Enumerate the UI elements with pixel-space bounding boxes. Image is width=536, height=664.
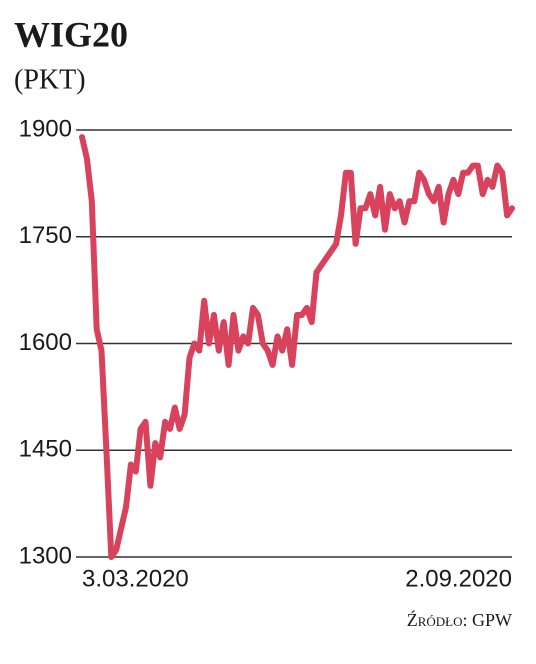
source: Źródło: GPW (407, 609, 512, 630)
chart-subtitle: (PKT) (14, 64, 86, 95)
y-tick-label: 1750 (19, 222, 72, 249)
y-tick-label: 1600 (19, 329, 72, 356)
y-tick-label: 1900 (19, 115, 72, 142)
y-tick-label: 1450 (19, 436, 72, 463)
y-tick-label: 1300 (19, 542, 72, 569)
chart-title: WIG20 (14, 14, 128, 54)
x-tick-label: 2.09.2020 (405, 565, 512, 592)
data-line (79, 134, 515, 560)
x-tick-label: 3.03.2020 (82, 565, 189, 592)
